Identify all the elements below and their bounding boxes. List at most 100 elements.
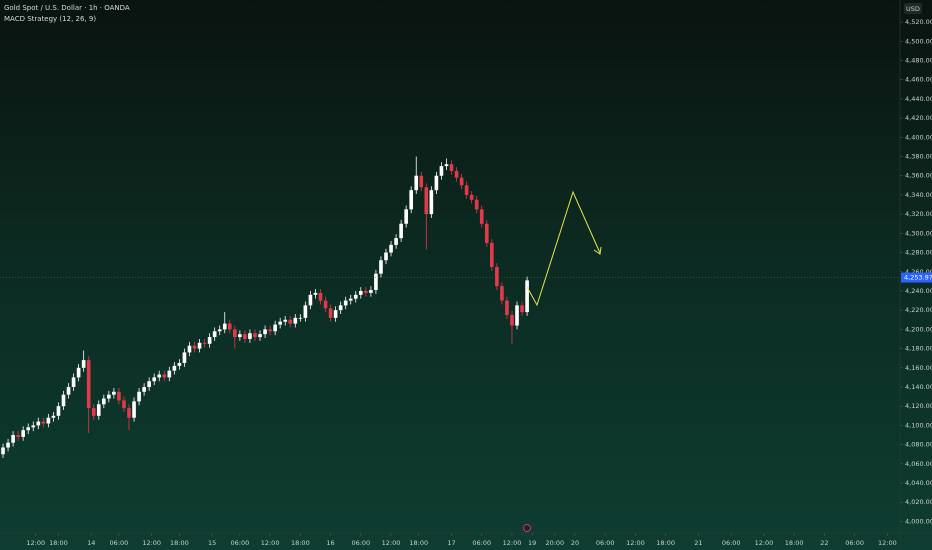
candle-body [429, 190, 434, 215]
y-tick-label: 4,520.000 [905, 18, 932, 26]
candle-body [464, 185, 469, 195]
y-tick-label: 4,120.000 [905, 402, 932, 410]
candle-body [520, 305, 524, 313]
candle-body [293, 317, 298, 324]
candle-body [41, 421, 46, 424]
candle-body [86, 360, 91, 409]
candle-body [46, 417, 51, 424]
last-price-badge [901, 272, 932, 283]
candle-body [182, 352, 187, 363]
candle-body [107, 394, 111, 399]
candle-body [510, 314, 514, 326]
candle-body [147, 381, 151, 387]
y-tick-label: 4,180.000 [905, 345, 932, 353]
plot [1, 21, 903, 536]
x-tick-label: 06:00 [230, 539, 249, 547]
x-tick-label: 15 [208, 539, 216, 547]
event-icon[interactable] [523, 524, 531, 532]
candle-body [31, 425, 36, 428]
y-tick-label: 4,040.000 [905, 479, 932, 487]
candle-body [212, 331, 217, 338]
candle-body [303, 305, 308, 318]
candle-body [1, 447, 5, 455]
candle-body [172, 365, 177, 371]
candle-body [308, 294, 313, 306]
candle-body [288, 319, 293, 324]
x-tick-label: 06:00 [596, 539, 615, 547]
candle-body [323, 300, 328, 309]
candle-body [253, 333, 257, 338]
y-tick-label: 4,360.000 [905, 172, 932, 180]
x-tick-label: 12:00 [382, 539, 401, 547]
candle-body [61, 394, 66, 407]
indicator-label[interactable]: MACD Strategy (12, 26, 9) [4, 15, 96, 23]
candle-body [162, 374, 167, 378]
candle-body [424, 187, 429, 215]
y-tick-label: 4,260.000 [905, 268, 932, 276]
x-tick-label: 06:00 [110, 539, 129, 547]
candle-body [434, 175, 439, 191]
candle-body [525, 280, 529, 313]
x-tick-label: 17 [447, 539, 455, 547]
candle-body [96, 404, 101, 416]
symbol-title[interactable]: Gold Spot / U.S. Dollar · 1h · OANDA [4, 4, 130, 12]
candle-body [318, 292, 323, 301]
y-tick-label: 4,420.000 [905, 114, 932, 122]
currency-label[interactable]: USD [906, 5, 920, 13]
x-tick-label: 20 [571, 539, 579, 547]
candle-body [374, 273, 378, 291]
candle-body [26, 427, 31, 431]
y-tick-label: 4,380.000 [905, 153, 932, 161]
candle-body [505, 300, 509, 315]
candle-body [122, 400, 126, 409]
candle-body [248, 333, 252, 339]
y-tick-label: 4,440.000 [905, 95, 932, 103]
candle-body [71, 377, 76, 387]
candle-body [132, 401, 136, 418]
candle-body [500, 286, 504, 301]
candle-body [127, 408, 131, 418]
candle-body [76, 367, 81, 378]
projection-drawing [526, 190, 601, 307]
candle-body [338, 305, 343, 311]
candle-body [414, 175, 419, 191]
x-tick-label: 20:00 [545, 539, 564, 547]
candle-body [117, 391, 121, 401]
candle-body [6, 442, 10, 448]
candle-body [469, 194, 474, 200]
x-tick-label: 12:00 [261, 539, 280, 547]
candle-body [273, 324, 277, 332]
x-tick-label: 18:00 [785, 539, 804, 547]
x-tick-label: 18:00 [170, 539, 189, 547]
candle-body [142, 386, 146, 392]
candle-body [268, 329, 272, 332]
y-tick-label: 4,020.000 [905, 498, 932, 506]
candle-body [369, 290, 373, 293]
x-tick-label: 18:00 [656, 539, 675, 547]
candle-body [358, 290, 363, 295]
candle-body [459, 177, 464, 186]
candle-body [484, 223, 489, 243]
currency-badge[interactable] [904, 3, 922, 14]
y-tick-label: 4,400.000 [905, 133, 932, 141]
candle-body [11, 435, 15, 443]
x-tick-label: 12:00 [503, 539, 522, 547]
y-tick-label: 4,460.000 [905, 76, 932, 84]
y-tick-label: 4,060.000 [905, 460, 932, 468]
candle-body [197, 342, 202, 349]
candle-body [233, 329, 237, 338]
candle-body [217, 329, 222, 332]
x-tick-label: 12:00 [626, 539, 645, 547]
x-tick-label: 22 [820, 539, 828, 547]
y-tick-label: 4,160.000 [905, 364, 932, 372]
y-tick-label: 4,480.000 [905, 56, 932, 64]
candle-body [91, 408, 96, 416]
y-tick-label: 4,220.000 [905, 306, 932, 314]
candle-body [328, 308, 333, 318]
x-tick-label: 12:00 [755, 539, 774, 547]
candle-body [474, 199, 479, 210]
x-tick-label: 06:00 [722, 539, 741, 547]
candle-body [495, 266, 499, 287]
x-tick-label: 12:00 [26, 539, 45, 547]
